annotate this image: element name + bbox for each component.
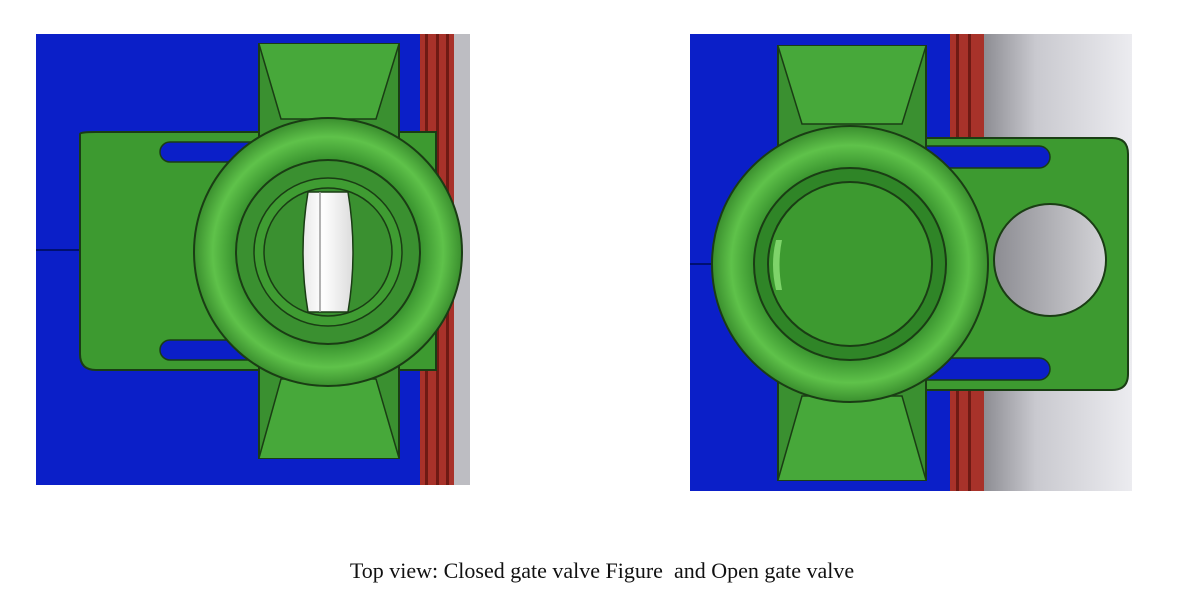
caption-text: Top view: Closed gate valve Figure and O… [349,558,855,583]
closed-valve-figure [36,34,470,485]
figure-caption: Top view: Closed gate valve Figure and O… [0,558,1204,584]
open-valve-drawing [690,34,1132,491]
gate-slot [302,191,354,313]
gate-opening [993,203,1107,317]
open-valve-figure [690,34,1132,491]
closed-valve-drawing [36,34,470,485]
